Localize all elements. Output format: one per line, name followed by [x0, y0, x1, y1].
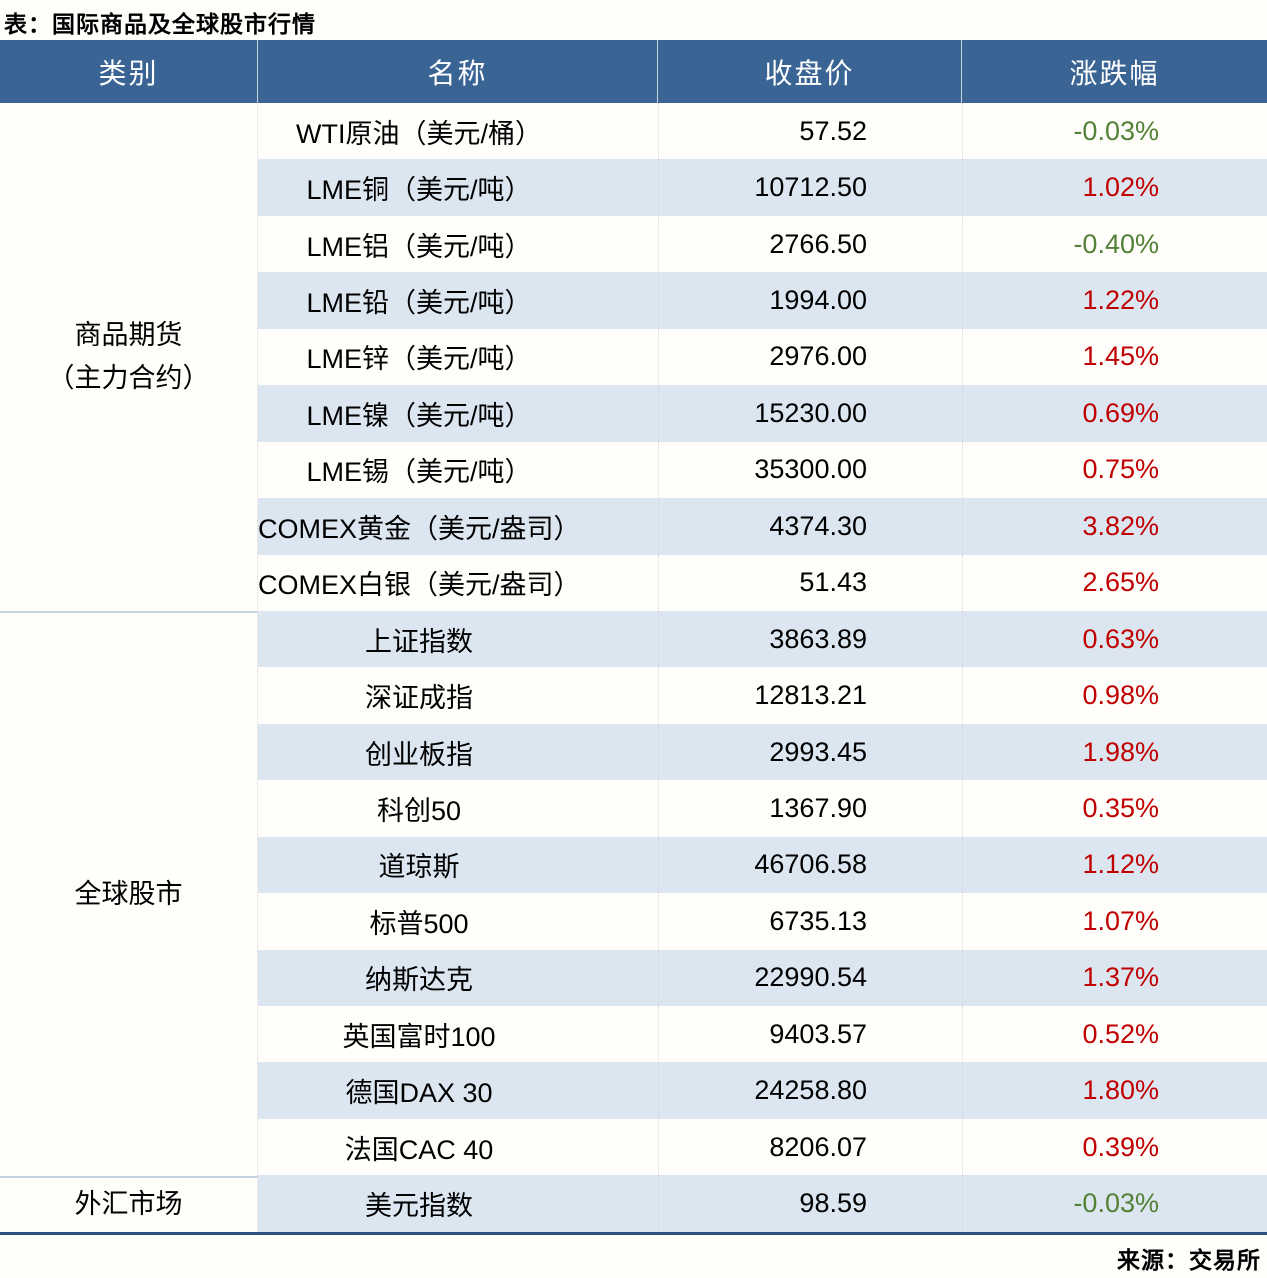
table-row: LME铅（美元/吨） 1994.00 1.22% [258, 272, 1267, 329]
closing-price: 1367.90 [658, 780, 962, 837]
category-cell: 全球股市 [0, 611, 258, 1176]
instrument-name: 德国DAX 30 [345, 1078, 493, 1109]
change-percent: 1.80% [962, 1062, 1267, 1119]
instrument-name: LME铝（美元/吨） [306, 231, 532, 262]
table-row: 标普500 6735.13 1.07% [258, 893, 1267, 950]
change-percent: -0.03% [962, 103, 1267, 160]
instrument-name: 纳斯达克 [365, 965, 473, 996]
instrument-name: 道琼斯 [378, 852, 460, 883]
closing-price: 24258.80 [658, 1062, 962, 1119]
change-percent: -0.03% [962, 1175, 1267, 1232]
closing-price: 2993.45 [658, 723, 962, 781]
header-closing-price: 收盘价 [658, 40, 962, 103]
category-label-line: （主力合约） [47, 363, 210, 394]
category-column: 商品期货 （主力合约） 全球股市外汇市场 [0, 103, 258, 1232]
table-row: 英国富时100 9403.57 0.52% [258, 1006, 1267, 1063]
table-row: 上证指数 3863.89 0.63% [258, 610, 1267, 668]
table-row: 纳斯达克 22990.54 1.37% [258, 949, 1267, 1006]
change-percent: 0.39% [962, 1118, 1267, 1176]
change-percent: 0.69% [962, 385, 1267, 442]
table-row: 美元指数 98.59 -0.03% [258, 1175, 1267, 1232]
closing-price: 2766.50 [658, 215, 962, 273]
table-title: 表：国际商品及全球股市行情 [4, 11, 316, 37]
category-label-line: 全球股市 [74, 878, 183, 909]
market-table: 类别 名称 收盘价 涨跌幅 商品期货 （主力合约） 全球股市外汇市场 WTI原油（美… [0, 40, 1267, 1235]
change-percent: 1.45% [962, 328, 1267, 386]
change-percent: 3.82% [962, 498, 1267, 555]
closing-price: 15230.00 [658, 385, 962, 442]
table-row: LME铜（美元/吨） 10712.50 1.02% [258, 159, 1267, 216]
change-percent: 0.98% [962, 667, 1267, 724]
instrument-name: 美元指数 [365, 1191, 473, 1222]
change-percent: 1.07% [962, 893, 1267, 950]
closing-price: 4374.30 [658, 498, 962, 555]
change-percent: 0.63% [962, 610, 1267, 668]
closing-price: 8206.07 [658, 1118, 962, 1176]
closing-price: 57.52 [658, 103, 962, 160]
table-row: COMEX白银（美元/盎司） 51.43 2.65% [258, 554, 1267, 611]
table-row: 科创50 1367.90 0.35% [258, 780, 1267, 837]
table-row: LME镍（美元/吨） 15230.00 0.69% [258, 385, 1267, 442]
closing-price: 46706.58 [658, 836, 962, 894]
instrument-name: LME锌（美元/吨） [306, 344, 532, 375]
change-percent: 1.22% [962, 272, 1267, 329]
instrument-name: 科创50 [376, 795, 462, 826]
change-percent: 1.37% [962, 949, 1267, 1006]
data-rows-column: WTI原油（美元/桶） 57.52 -0.03% LME铜（美元/吨） 10712.50… [258, 103, 1267, 1232]
instrument-name: COMEX白银（美元/盎司） [258, 570, 581, 601]
table-row: WTI原油（美元/桶） 57.52 -0.03% [258, 103, 1267, 160]
closing-price: 22990.54 [658, 949, 962, 1006]
instrument-name: 标普500 [369, 908, 469, 939]
table-row: COMEX黄金（美元/盎司） 4374.30 3.82% [258, 498, 1267, 555]
closing-price: 35300.00 [658, 441, 962, 499]
closing-price: 10712.50 [658, 159, 962, 216]
change-percent: -0.40% [962, 215, 1267, 273]
table-row: LME锡（美元/吨） 35300.00 0.75% [258, 441, 1267, 499]
table-row: 创业板指 2993.45 1.98% [258, 723, 1267, 781]
change-percent: 0.35% [962, 780, 1267, 837]
change-percent: 2.65% [962, 554, 1267, 611]
header-category: 类别 [0, 40, 258, 103]
table-row: 道琼斯 46706.58 1.12% [258, 836, 1267, 894]
closing-price: 12813.21 [658, 667, 962, 724]
instrument-name: 上证指数 [365, 626, 473, 657]
header-name: 名称 [258, 40, 658, 103]
table-header-row: 类别 名称 收盘价 涨跌幅 [0, 40, 1267, 103]
closing-price: 6735.13 [658, 893, 962, 950]
closing-price: 98.59 [658, 1175, 962, 1232]
change-percent: 0.75% [962, 441, 1267, 499]
table-row: 法国CAC 40 8206.07 0.39% [258, 1118, 1267, 1176]
change-percent: 0.52% [962, 1006, 1267, 1063]
instrument-name: 深证成指 [365, 683, 473, 714]
category-label-line: 外汇市场 [74, 1189, 183, 1220]
closing-price: 51.43 [658, 554, 962, 611]
table-row: 深证成指 12813.21 0.98% [258, 667, 1267, 724]
table-row: 德国DAX 30 24258.80 1.80% [258, 1062, 1267, 1119]
table-row: LME锌（美元/吨） 2976.00 1.45% [258, 328, 1267, 386]
header-change-pct: 涨跌幅 [1069, 57, 1160, 89]
instrument-name: 英国富时100 [342, 1021, 496, 1052]
table-row: LME铝（美元/吨） 2766.50 -0.40% [258, 215, 1267, 273]
instrument-name: 创业板指 [365, 739, 473, 770]
change-percent: 1.98% [962, 723, 1267, 781]
change-percent: 1.02% [962, 159, 1267, 216]
closing-price: 9403.57 [658, 1006, 962, 1063]
category-cell: 外汇市场 [0, 1175, 258, 1232]
instrument-name: LME铅（美元/吨） [306, 288, 532, 319]
instrument-name: LME镍（美元/吨） [306, 400, 532, 431]
category-label-line: 商品期货 [74, 319, 183, 350]
instrument-name: LME锡（美元/吨） [306, 457, 532, 488]
instrument-name: WTI原油（美元/桶） [296, 118, 542, 149]
source-note: 来源：交易所 [1117, 1247, 1261, 1273]
instrument-name: COMEX黄金（美元/盎司） [258, 513, 581, 544]
table-body: 商品期货 （主力合约） 全球股市 外汇市场 WTI原油（美元/桶） 57.52 -0.03… [0, 103, 1267, 1235]
closing-price: 3863.89 [658, 610, 962, 668]
category-cell: 商品期货 （主力合约） [0, 103, 258, 612]
instrument-name: LME铜（美元/吨） [306, 175, 532, 206]
instrument-name: 法国CAC 40 [344, 1134, 494, 1165]
change-percent: 1.12% [962, 836, 1267, 894]
closing-price: 1994.00 [658, 272, 962, 329]
closing-price: 2976.00 [658, 328, 962, 386]
